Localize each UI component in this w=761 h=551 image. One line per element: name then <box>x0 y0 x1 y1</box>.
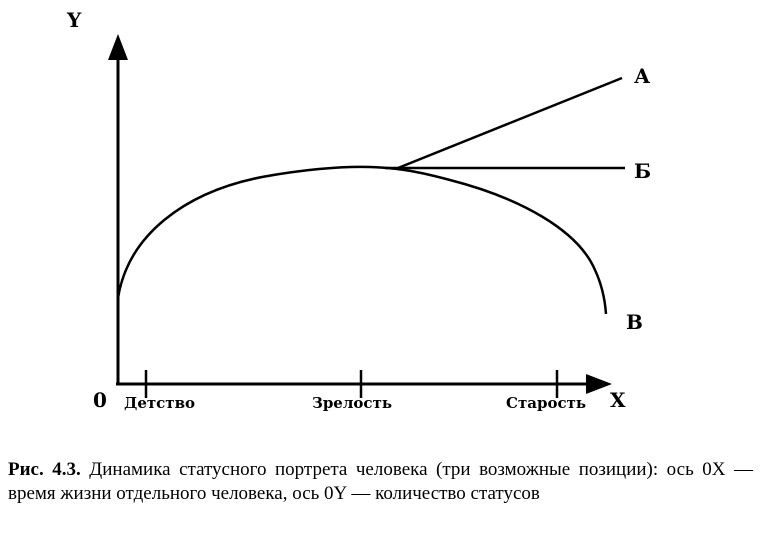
tick-label-old-age: Старость <box>506 394 586 412</box>
figure-caption: Рис. 4.3. Динамика статусного портрета ч… <box>8 458 753 506</box>
x-axis-label: X <box>610 388 626 412</box>
x-axis-arrowhead <box>586 374 612 394</box>
tick-label-maturity: Зрелость <box>312 394 392 412</box>
y-axis-label: Y <box>66 8 82 32</box>
tick-label-childhood: Детство <box>124 394 195 412</box>
curve-b-label: Б <box>634 159 651 183</box>
curve-a-label: А <box>634 64 651 88</box>
curve-a <box>397 76 623 170</box>
origin-label: 0 <box>93 388 107 412</box>
caption-number: Рис. 4.3. <box>8 459 81 480</box>
curve-v <box>116 165 608 315</box>
y-axis-arrowhead <box>108 34 128 60</box>
caption-text: Динамика статусного портрета человека (т… <box>8 459 753 504</box>
curve-v-label: В <box>626 310 643 334</box>
